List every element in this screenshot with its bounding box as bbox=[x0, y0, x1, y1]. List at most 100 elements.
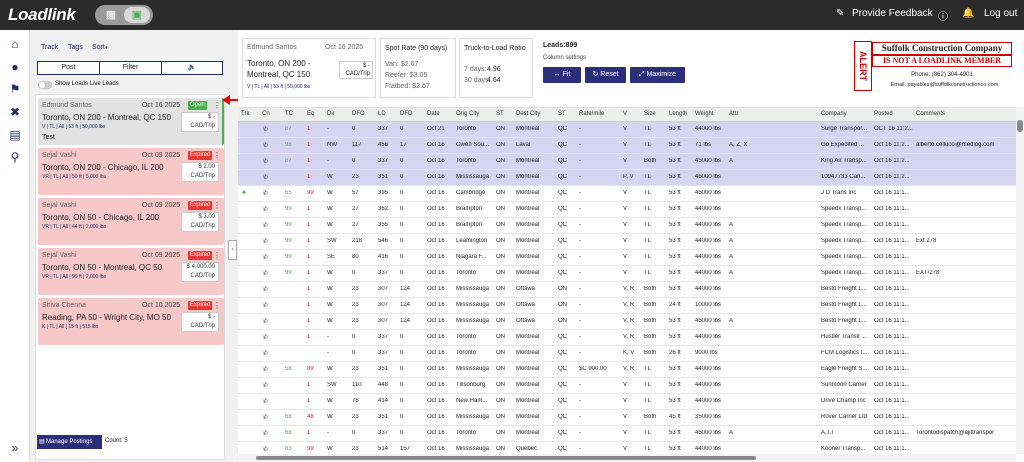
kebab-menu-icon[interactable]: ⋮ bbox=[213, 251, 221, 260]
column-header[interactable]: Size bbox=[644, 111, 656, 117]
posting-card[interactable]: Sejal Vashi Oct 09 2025 Expired ⋮ Toront… bbox=[38, 198, 224, 245]
phone-icon[interactable]: ✆ bbox=[263, 319, 269, 325]
posting-card[interactable]: Shiva Chenna Oct 10 2025 Expired ⋮ Readi… bbox=[38, 298, 224, 345]
sound-icon[interactable]: 🔈 bbox=[187, 64, 197, 71]
track-tab[interactable]: Track bbox=[41, 44, 59, 51]
column-header[interactable]: Dest City bbox=[516, 111, 541, 117]
column-header[interactable]: Date bbox=[427, 111, 440, 117]
phone-icon[interactable]: ✆ bbox=[263, 271, 269, 277]
phone-icon[interactable]: ✆ bbox=[263, 255, 269, 261]
chevron-down-icon[interactable]: ▾ bbox=[105, 45, 108, 51]
column-header[interactable]: Company bbox=[821, 111, 847, 117]
column-header[interactable]: ST bbox=[496, 111, 504, 117]
table-row[interactable]: ✆ 83 99 W 23 514 157 Oct 16 Mississauga ON Quebec Q… bbox=[238, 442, 1016, 454]
phone-icon[interactable]: ✆ bbox=[263, 415, 269, 421]
phone-icon[interactable]: ✆ bbox=[263, 191, 269, 197]
sort-tab[interactable]: Sort bbox=[92, 44, 105, 51]
maximize-button[interactable]: ⤢ Maximize bbox=[630, 67, 685, 83]
table-row[interactable]: ✆ 87 1 - 0 337 0 Oct 16 Toronto ON Montreal QC - V Bot… bbox=[238, 154, 1016, 170]
table-row[interactable]: ✆ 99 1 W 0 337 0 Oct 16 Toronto ON Montreal QC - V TL 5… bbox=[238, 266, 1016, 282]
posting-card[interactable]: Sejal Vashi Oct 09 2025 Expired ⋮ Toront… bbox=[38, 248, 224, 295]
logout-link[interactable]: Log out bbox=[984, 8, 1018, 19]
table-row[interactable]: ✆ 99 1 W 27 355 0 Oct 16 Brampton ON Montreal QC - V T… bbox=[238, 218, 1016, 234]
help-icon[interactable]: ⓘ bbox=[938, 12, 948, 23]
box-icon[interactable]: ▣ bbox=[124, 7, 150, 23]
table-row[interactable]: ✆ 99 1 SE 80 416 0 Oct 16 Niagara F... ON Montreal… bbox=[238, 250, 1016, 266]
column-header[interactable]: Length bbox=[669, 111, 688, 117]
table-row[interactable]: ♣ ✆ 65 99 W 57 395 0 Oct 16 Cambridge ON Montreal QC… bbox=[238, 186, 1016, 202]
column-header[interactable]: Cn bbox=[262, 111, 270, 117]
users-icon[interactable]: ● bbox=[11, 60, 19, 74]
mode-toggle[interactable]: ▩ ▣ bbox=[95, 5, 153, 25]
phone-icon[interactable]: ✆ bbox=[263, 287, 269, 293]
phone-icon[interactable]: ✆ bbox=[263, 143, 269, 149]
table-row[interactable]: ✆ 87 1 - 0 337 0 Oct 21 Toronto ON Montreal QC - V TL 5… bbox=[238, 122, 1016, 138]
column-header[interactable]: LD bbox=[378, 111, 386, 117]
postings-list[interactable]: Edmund Santos Oct 16 2025 Open ⋮ Toronto… bbox=[35, 94, 225, 460]
tags-tab[interactable]: Tags bbox=[68, 44, 83, 51]
table-row[interactable]: ✆ 1 W 23 307 124 Oct 16 Mississauga ON Ottawa ON - V… bbox=[238, 314, 1016, 330]
post-button[interactable]: Post bbox=[38, 62, 100, 74]
phone-icon[interactable]: ✆ bbox=[263, 239, 269, 245]
table-row[interactable]: ✆ 1 SW 110 448 0 Oct 16 Tillsonburg ON Montreal QC… bbox=[238, 378, 1016, 394]
column-header[interactable]: Comments bbox=[916, 111, 946, 117]
kebab-menu-icon[interactable]: ⋮ bbox=[213, 151, 221, 160]
phone-icon[interactable]: ✆ bbox=[263, 223, 269, 229]
table-row[interactable]: ✆ 1 W 23 307 124 Oct 16 Mississauga ON Ottawa ON - V… bbox=[238, 298, 1016, 314]
document-icon[interactable]: ▤ bbox=[9, 128, 21, 142]
expand-nav-icon[interactable]: » bbox=[11, 441, 19, 455]
filter-button[interactable]: Filter bbox=[100, 62, 162, 74]
building-icon[interactable]: ▩ bbox=[105, 9, 117, 21]
phone-icon[interactable]: ✆ bbox=[263, 447, 269, 453]
provide-feedback-link[interactable]: Provide Feedback bbox=[852, 8, 933, 19]
horizontal-scrollbar-thumb[interactable] bbox=[256, 456, 756, 460]
phone-icon[interactable]: ✆ bbox=[263, 383, 269, 389]
table-row[interactable]: ✆ 1 - 0 337 0 Oct 16 Toronto ON Montreal QC - V, R Bo… bbox=[238, 330, 1016, 346]
phone-icon[interactable]: ✆ bbox=[263, 175, 269, 181]
table-row[interactable]: ✆ 98 1 NW 117 456 17 Oct 16 Owen Sou... ON Laval QC… bbox=[238, 138, 1016, 154]
manage-postings-button[interactable]: ▤ Manage Postings bbox=[37, 435, 102, 449]
vertical-scrollbar[interactable] bbox=[1016, 107, 1024, 454]
feedback-icon[interactable]: ✎ bbox=[836, 8, 845, 19]
column-header[interactable]: Trk bbox=[241, 111, 250, 117]
column-header[interactable]: Weight bbox=[695, 111, 714, 117]
phone-icon[interactable]: ✆ bbox=[263, 351, 269, 357]
phone-icon[interactable]: ✆ bbox=[263, 367, 269, 373]
table-row[interactable]: ✆ 1 W 23 307 124 Oct 16 Mississauga ON Ottawa ON - V… bbox=[238, 282, 1016, 298]
user-block-icon[interactable]: ✖ bbox=[9, 105, 21, 119]
loadlink-logo[interactable]: Loadlink bbox=[8, 5, 76, 24]
horizontal-scrollbar[interactable] bbox=[238, 454, 1016, 462]
kebab-menu-icon[interactable]: ⋮ bbox=[213, 201, 221, 210]
column-header[interactable]: TC bbox=[285, 111, 293, 117]
column-header[interactable]: DFO bbox=[352, 111, 365, 117]
table-row[interactable]: ✆ 1 W 78 414 0 Oct 16 New Ham... ON Montreal QC - V T… bbox=[238, 394, 1016, 410]
table-row[interactable]: ✆ 68 48 W 23 351 0 Oct 16 Mississauga ON Montreal Q… bbox=[238, 410, 1016, 426]
table-row[interactable]: ✆ 99 1 W 27 362 0 Oct 16 Brampton ON Montreal QC - V T… bbox=[238, 202, 1016, 218]
column-header[interactable]: V bbox=[623, 111, 628, 117]
phone-icon[interactable]: ✆ bbox=[263, 207, 269, 213]
show-live-leads-toggle[interactable] bbox=[38, 81, 52, 89]
column-header[interactable]: Orig City bbox=[456, 111, 480, 117]
phone-icon[interactable]: ✆ bbox=[263, 127, 269, 133]
column-header[interactable]: ST bbox=[558, 111, 566, 117]
phone-icon[interactable]: ✆ bbox=[263, 303, 269, 309]
kebab-menu-icon[interactable]: ⋮ bbox=[213, 301, 221, 310]
posting-card[interactable]: Sejal Vashi Oct 09 2025 Expired ⋮ Toront… bbox=[38, 148, 224, 195]
table-row[interactable]: ✆ 58 89 W 23 351 0 Oct 16 Mississauga ON Montreal Q… bbox=[238, 362, 1016, 378]
search-icon[interactable]: ⚲ bbox=[10, 150, 20, 164]
notification-bell-icon[interactable]: 🔔 bbox=[962, 8, 975, 19]
table-row[interactable]: ✆ - 0 337 0 Oct 16 Toronto ON Montreal QC - K, V Bot… bbox=[238, 346, 1016, 362]
phone-icon[interactable]: ✆ bbox=[263, 399, 269, 405]
posting-card[interactable]: Edmund Santos Oct 16 2025 Open ⋮ Toronto… bbox=[38, 98, 224, 145]
phone-icon[interactable]: ✆ bbox=[263, 431, 269, 437]
column-header[interactable]: Rate/mile bbox=[579, 111, 605, 117]
column-header[interactable]: DFD bbox=[400, 111, 413, 117]
table-row[interactable]: ✆ 99 1 SW 218 546 0 Oct 16 Leamington ON Montreal Q… bbox=[238, 234, 1016, 250]
phone-icon[interactable]: ✆ bbox=[263, 335, 269, 341]
flag-icon[interactable]: ⚑ bbox=[9, 82, 21, 96]
vertical-scrollbar-thumb[interactable] bbox=[1017, 120, 1023, 132]
reset-button[interactable]: ↻ Reset bbox=[585, 67, 626, 83]
column-header[interactable]: Attr bbox=[729, 111, 739, 117]
kebab-menu-icon[interactable]: ⋮ bbox=[213, 101, 221, 110]
column-header[interactable]: Eq bbox=[307, 111, 315, 117]
